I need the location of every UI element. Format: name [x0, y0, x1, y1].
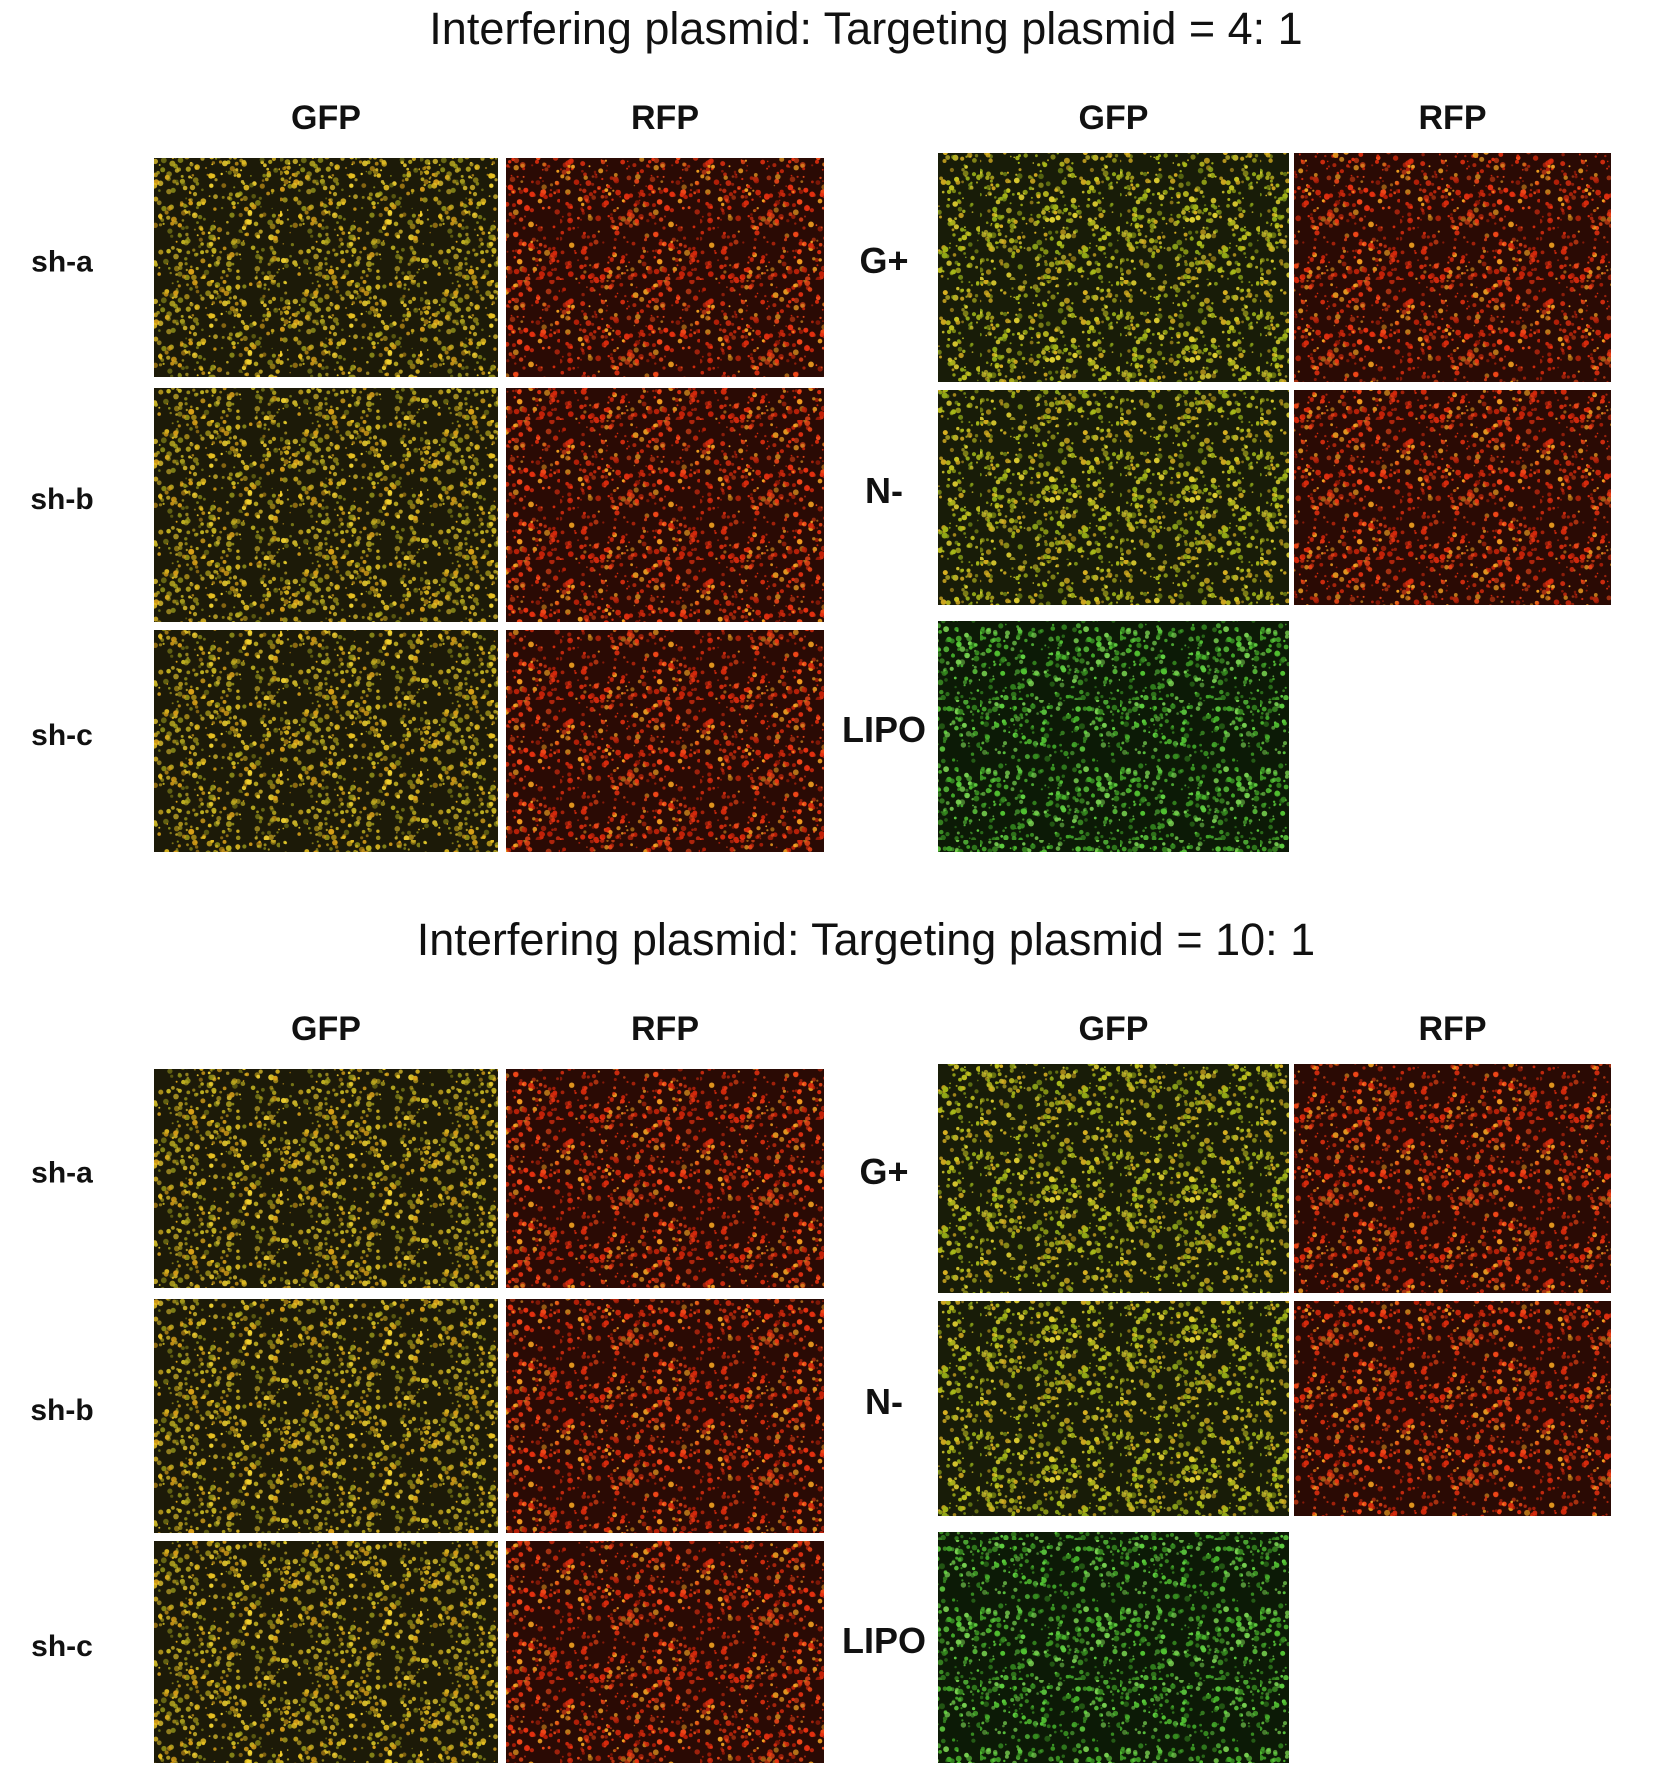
- row-label: G+: [859, 1151, 908, 1192]
- section-title: Interfering plasmid: Targeting plasmid =…: [417, 914, 1315, 965]
- column-header: RFP: [1419, 99, 1487, 137]
- micrograph: [154, 388, 498, 622]
- column-header: GFP: [291, 1010, 361, 1048]
- micrograph: [1294, 390, 1611, 605]
- row-label: LIPO: [842, 1620, 926, 1661]
- micrograph: [506, 630, 824, 852]
- micrograph: [154, 1541, 498, 1763]
- micrograph: [154, 1299, 498, 1533]
- column-header: GFP: [1079, 1010, 1149, 1048]
- column-header: RFP: [631, 99, 699, 137]
- micrograph: [938, 153, 1289, 382]
- micrograph: [1294, 1064, 1611, 1293]
- micrograph: [1294, 153, 1611, 382]
- row-label: G+: [859, 240, 908, 281]
- micrograph: [154, 1069, 498, 1288]
- micrograph: [1294, 1301, 1611, 1516]
- micrograph: [938, 621, 1289, 852]
- column-header: RFP: [1419, 1010, 1487, 1048]
- row-label: N-: [865, 1381, 903, 1422]
- row-label: sh-b: [30, 1394, 93, 1427]
- section-title: Interfering plasmid: Targeting plasmid =…: [429, 3, 1302, 54]
- row-label: LIPO: [842, 709, 926, 750]
- row-label: sh-a: [31, 245, 93, 278]
- row-label: sh-c: [31, 719, 93, 752]
- micrograph: [506, 1541, 824, 1763]
- micrograph: [506, 1069, 824, 1288]
- column-header: GFP: [291, 99, 361, 137]
- micrograph: [506, 158, 824, 377]
- micrograph: [938, 1301, 1289, 1516]
- micrograph: [506, 388, 824, 622]
- micrograph: [938, 390, 1289, 605]
- micrograph: [154, 158, 498, 377]
- micrograph: [154, 630, 498, 852]
- row-label: sh-b: [30, 483, 93, 516]
- row-label: N-: [865, 470, 903, 511]
- column-header: GFP: [1079, 99, 1149, 137]
- row-label: sh-c: [31, 1630, 93, 1663]
- column-header: RFP: [631, 1010, 699, 1048]
- micrograph: [506, 1299, 824, 1533]
- micrograph: [938, 1532, 1289, 1763]
- micrograph: [938, 1064, 1289, 1293]
- row-label: sh-a: [31, 1156, 93, 1189]
